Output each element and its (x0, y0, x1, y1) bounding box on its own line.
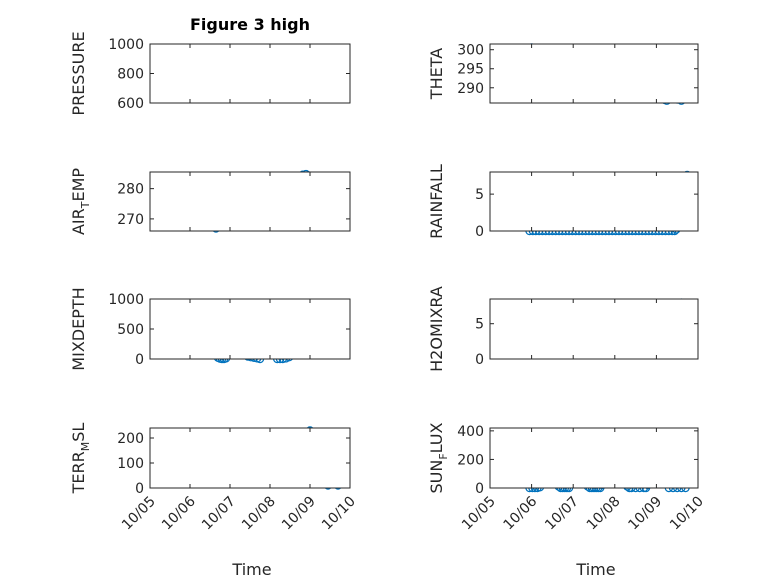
y-axis-label: TERRMSL (69, 423, 92, 495)
y-tick-label: 100 (117, 456, 144, 472)
subplot-air-t-emp: 270 280 AIRTEMP (69, 168, 351, 235)
x-axis-label: Time (231, 560, 271, 579)
y-axis-label: PRESSURE (69, 31, 88, 115)
axes-frame (489, 171, 699, 232)
y-tick-label: 290 (457, 81, 484, 97)
y-tick-label: 600 (117, 96, 144, 112)
y-tick-label: 300 (457, 43, 484, 59)
y-tick-label: 0 (135, 352, 144, 368)
y-axis-label: SUNFLUX (427, 422, 450, 493)
axes-frame (489, 298, 699, 360)
y-axis-label: H2OMIXRA (427, 286, 446, 372)
subplot-mixdepth: 0 500 1000 MIXDEPTH (69, 287, 351, 371)
chart-title: Figure 3 high (190, 15, 310, 34)
axes-frame (489, 43, 699, 104)
y-tick-label: 280 (117, 182, 144, 198)
y-tick-label: 0 (475, 352, 484, 368)
y-axis-label: AIRTEMP (69, 168, 92, 235)
axes-frame (149, 171, 351, 232)
subplot-pressure: 600 800 1000 PRESSURE (69, 31, 351, 116)
subplot-theta: 290 295 300 THETA (427, 43, 699, 105)
y-tick-label: 1000 (108, 292, 144, 308)
subplot-rainfall: 0 5 RAINFALL (427, 164, 699, 240)
y-axis-label: MIXDEPTH (69, 287, 88, 370)
axes-frame (149, 427, 351, 489)
y-tick-label: 0 (135, 481, 144, 497)
subplot-h2omixra: 0 5 H2OMIXRA (427, 286, 699, 372)
axes-frame (149, 43, 351, 104)
y-tick-label: 800 (117, 67, 144, 83)
y-tick-label: 295 (457, 62, 484, 78)
y-tick-label: 5 (475, 187, 484, 203)
y-tick-label: 5 (475, 317, 484, 333)
y-tick-label: 270 (117, 212, 144, 228)
y-tick-label: 0 (475, 481, 484, 497)
y-tick-label: 400 (457, 424, 484, 440)
axes-frame (149, 298, 351, 360)
axes-frame (489, 427, 699, 489)
y-tick-label: 1000 (108, 37, 144, 53)
y-tick-label: 200 (117, 431, 144, 447)
y-tick-label: 200 (457, 452, 484, 468)
x-axis-label: Time (575, 560, 615, 579)
y-tick-label: 0 (475, 224, 484, 240)
y-tick-label: 500 (117, 322, 144, 338)
y-axis-label: RAINFALL (427, 164, 446, 239)
y-axis-label: THETA (427, 48, 446, 100)
